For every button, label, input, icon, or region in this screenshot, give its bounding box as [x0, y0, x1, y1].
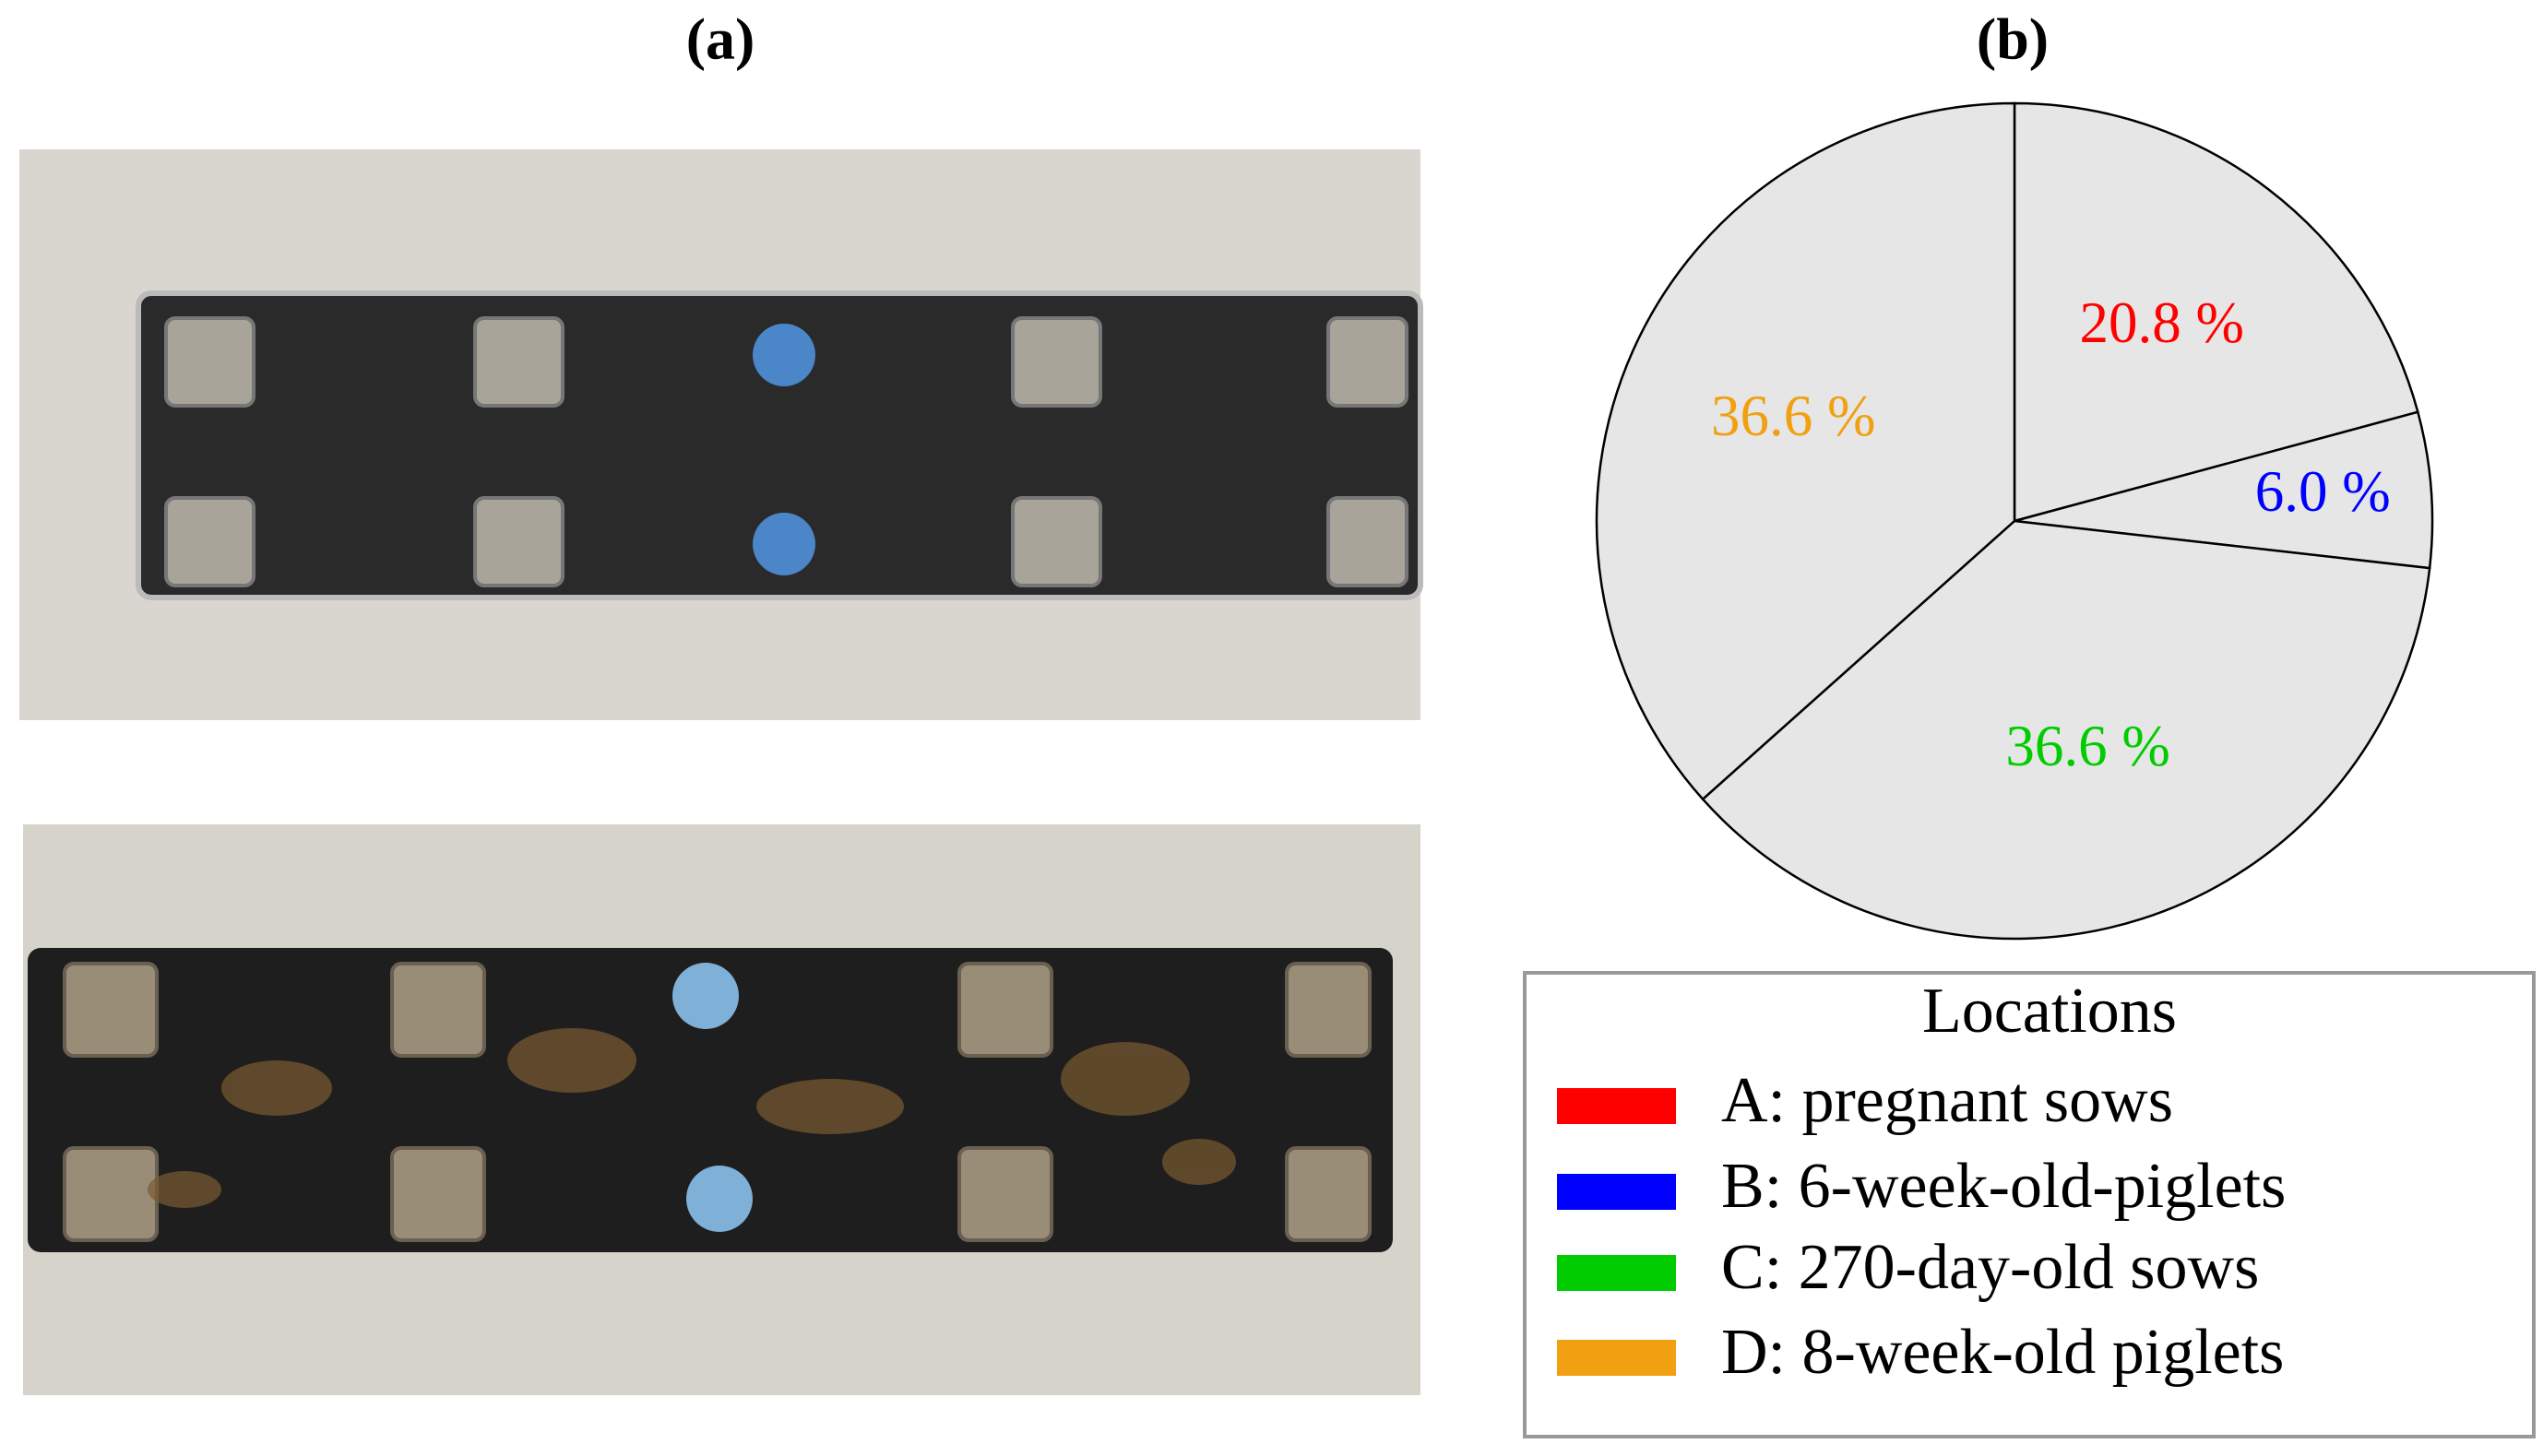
value-label: 20.8 %	[2079, 290, 2243, 355]
pie-slice	[2014, 410, 2434, 570]
panel-label: (a)	[686, 6, 755, 72]
pie-slice	[2013, 101, 2419, 523]
pie-slice	[1595, 101, 2016, 801]
value-label: 36.6 %	[1711, 384, 1875, 448]
legend-title: Locations	[1922, 976, 2177, 1047]
photo-bottom	[23, 824, 1420, 1395]
sensor-chips	[63, 962, 1372, 1242]
button	[672, 963, 739, 1029]
legend-swatch	[1557, 1174, 1676, 1210]
value-label: 6.0 %	[2255, 459, 2391, 524]
dirt-spots	[148, 1028, 1236, 1208]
legend-label: C: 270-day-old sows	[1721, 1232, 2259, 1303]
legend-swatch	[1557, 1088, 1676, 1124]
legend-label: D: 8-week-old piglets	[1721, 1317, 2284, 1388]
legend-box	[1523, 971, 2536, 1438]
chart-title: (b)	[1977, 6, 2049, 72]
button	[686, 1166, 753, 1232]
sensor-chips	[164, 316, 1408, 587]
button	[753, 324, 815, 386]
legend-swatch	[1557, 1340, 1676, 1376]
photo-top	[19, 149, 1423, 720]
legend-label: A: pregnant sows	[1721, 1065, 2173, 1136]
legend-swatch	[1557, 1255, 1676, 1291]
legend-label: B: 6-week-old-piglets	[1721, 1151, 2286, 1222]
button	[753, 513, 815, 575]
value-label: 36.6 %	[2005, 714, 2169, 778]
pie-slice	[1701, 519, 2431, 941]
